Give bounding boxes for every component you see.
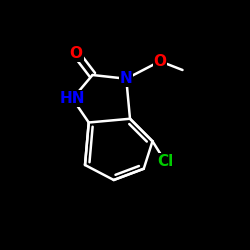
- Text: Cl: Cl: [157, 154, 173, 169]
- Text: N: N: [120, 71, 132, 86]
- Text: O: O: [70, 46, 83, 61]
- Text: O: O: [154, 54, 166, 69]
- Text: HN: HN: [60, 91, 85, 106]
